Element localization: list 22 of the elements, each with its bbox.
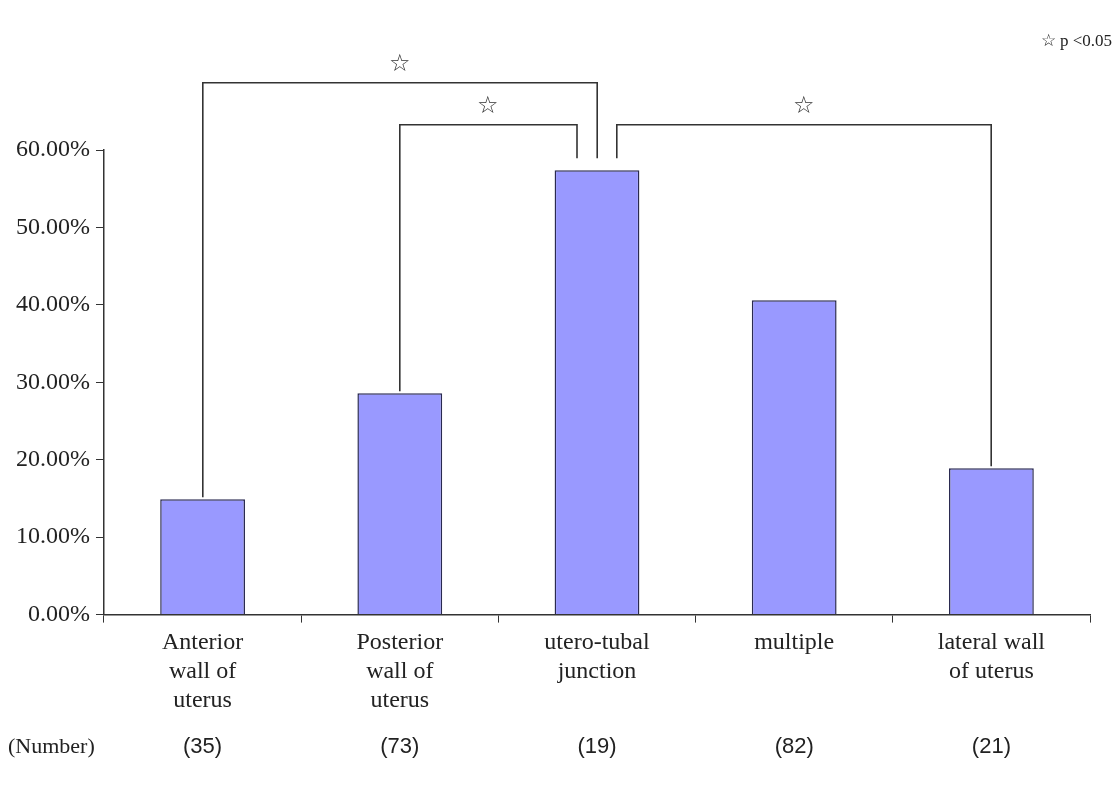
x-tick-label: Anterior wall of uterus [161, 628, 244, 712]
x-tick-label: multiple [754, 628, 835, 655]
text: ☆ [793, 92, 816, 118]
text: (35) [183, 733, 223, 759]
text: ☆ [477, 92, 500, 118]
y-tick-label: 50.00% [15, 212, 90, 239]
text: ☆ [388, 50, 411, 76]
y-tick-label: 40.00% [15, 290, 90, 317]
text: (21) [971, 733, 1011, 759]
y-tick-label: 10.00% [15, 522, 90, 549]
y-tick-label: 60.00% [15, 135, 90, 162]
x-tick-label: lateral wall of uterus [937, 628, 1046, 684]
text: (Number) [8, 732, 95, 758]
text: ☆ p <0.05 [1040, 31, 1112, 51]
y-tick-label: 0.00% [27, 599, 90, 626]
text: (73) [380, 733, 420, 759]
x-tick-label: Posterior wall of uterus [356, 628, 444, 712]
text: (82) [774, 733, 814, 759]
y-tick-label: 20.00% [15, 445, 90, 472]
y-tick-label: 30.00% [15, 367, 90, 394]
x-tick-label: utero-tubal junction [544, 628, 650, 684]
text: (19) [577, 733, 617, 759]
